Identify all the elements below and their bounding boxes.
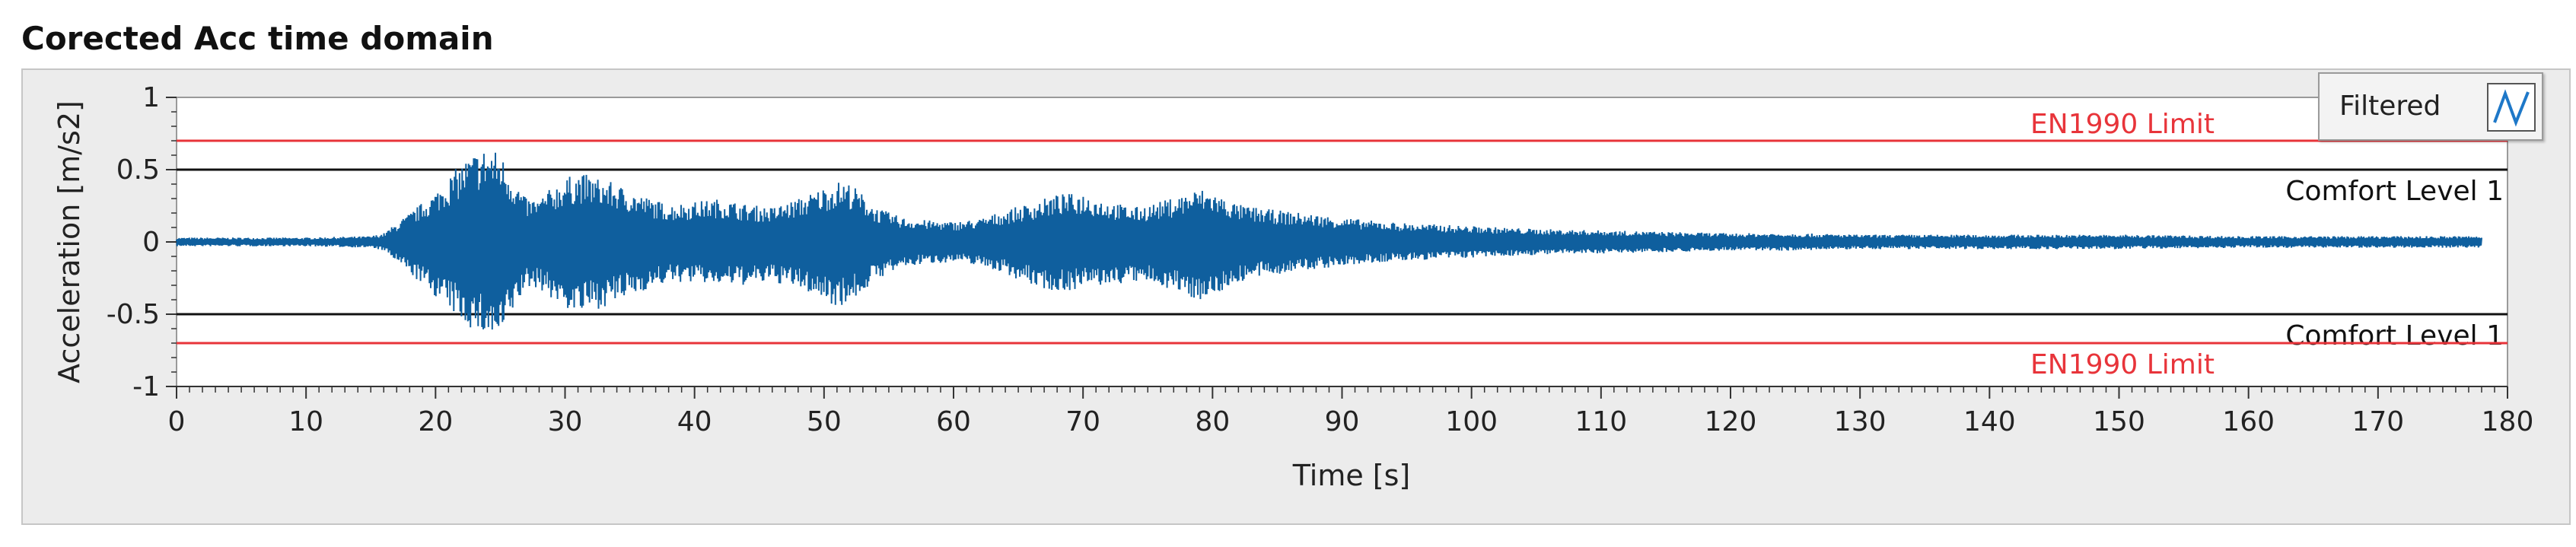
waveform-icon	[2487, 83, 2536, 132]
x-tick-label: 110	[1575, 406, 1627, 437]
x-tick-label: 180	[2482, 406, 2534, 437]
x-tick-label: 120	[1705, 406, 1757, 437]
x-tick-label: 170	[2352, 406, 2404, 437]
x-axis: 0 10 20 30 40 50 60 70 80 90 100 110 120 130 140 150 160…	[168, 386, 2534, 437]
x-tick-label: 150	[2093, 406, 2145, 437]
signal-trace	[176, 152, 2482, 330]
x-tick-label: 160	[2222, 406, 2275, 437]
x-tick-label: 0	[168, 406, 186, 437]
x-tick-label: 30	[548, 406, 583, 437]
y-tick-label: 0	[142, 227, 160, 258]
legend[interactable]: Filtered	[2318, 72, 2543, 141]
x-tick-label: 50	[807, 406, 842, 437]
x-axis-label: Time [s]	[1292, 459, 1411, 492]
y-tick-label: 1	[142, 82, 160, 113]
x-tick-label: 20	[418, 406, 453, 437]
y-tick-label: 0.5	[116, 154, 160, 186]
y-axis-label: Acceleration [m/s2]	[53, 100, 86, 383]
x-tick-label: 90	[1325, 406, 1360, 437]
x-tick-label: 40	[677, 406, 712, 437]
reference-line-label: EN1990 Limit	[2030, 349, 2215, 380]
y-tick-label: -0.5	[107, 299, 160, 330]
panel-title: Corected Acc time domain	[21, 20, 494, 57]
x-tick-label: 60	[936, 406, 971, 437]
y-axis: 1 0.5 0 -0.5 -1	[107, 82, 177, 402]
x-tick-label: 130	[1834, 406, 1887, 437]
y-tick-label: -1	[132, 371, 160, 402]
legend-label: Filtered	[2339, 91, 2441, 122]
x-tick-label: 70	[1065, 406, 1100, 437]
reference-line-label: EN1990 Limit	[2030, 109, 2215, 140]
reference-lines: EN1990 Limit Comfort Level 1 Comfort Level…	[177, 109, 2508, 380]
x-tick-label: 140	[1963, 406, 2016, 437]
reference-line-label: Comfort Level 1	[2285, 176, 2504, 207]
reference-line-label: Comfort Level 1	[2285, 320, 2504, 351]
x-tick-label: 100	[1445, 406, 1498, 437]
signal-group	[176, 152, 2482, 330]
x-tick-label: 10	[288, 406, 323, 437]
x-tick-label: 80	[1195, 406, 1230, 437]
